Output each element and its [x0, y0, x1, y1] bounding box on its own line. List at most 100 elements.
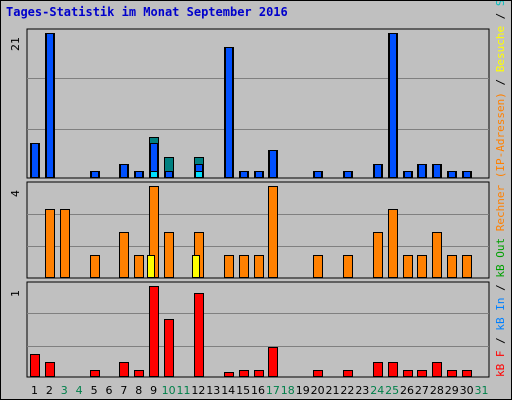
bar-dateien-day-7: [120, 164, 128, 178]
x-tick-24: 24: [370, 384, 384, 397]
chart-title: Tages-Statistik im Monat September 2016: [6, 5, 288, 19]
bar-rechner-ip-adressen--day-5: [90, 255, 100, 278]
x-tick-5: 5: [91, 384, 98, 397]
bar-dateien-day-16: [255, 171, 263, 178]
bar-rechner-ip-adressen--day-16: [254, 255, 264, 278]
x-tick-8: 8: [135, 384, 142, 397]
bar-rechner-ip-adressen--day-8: [134, 255, 144, 278]
bar-rechner-ip-adressen--day-26: [403, 255, 413, 278]
bar-dateien-day-24: [374, 164, 382, 178]
panel-3: 1: [9, 281, 490, 378]
bar-rechner-ip-adressen--day-10: [164, 232, 174, 278]
panel-border: [26, 28, 490, 179]
bar-dateien-day-22: [344, 171, 352, 178]
bar-kb-f-day-7: [119, 362, 129, 377]
bar-rechner-ip-adressen--day-14: [224, 255, 234, 278]
bar-rechner-ip-adressen--day-27: [417, 255, 427, 278]
bar-rechner-ip-adressen--day-24: [373, 232, 383, 278]
bar-kb-f-day-2: [45, 362, 55, 377]
x-tick-15: 15: [236, 384, 250, 397]
y-max-label: 1: [9, 290, 22, 297]
x-tick-26: 26: [400, 384, 414, 397]
bar-kb-f-day-8: [134, 370, 144, 377]
legend: kB F / kB In / kB Out Rechner (IP-Adress…: [494, 1, 507, 377]
x-tick-2: 2: [46, 384, 53, 397]
bar-rechner-ip-adressen--day-15: [239, 255, 249, 278]
x-tick-4: 4: [76, 384, 83, 397]
bar-rechner-ip-adressen--day-20: [313, 255, 323, 278]
x-tick-1: 1: [31, 384, 38, 397]
bar-rechner-ip-adressen--day-17: [268, 186, 278, 278]
bar-dateien-day-8: [135, 171, 143, 178]
x-tick-30: 30: [460, 384, 474, 397]
bar-seiten-day-12: [195, 171, 203, 178]
legend-item-1: /: [494, 331, 507, 351]
bar-kb-f-day-1: [30, 354, 40, 377]
bar-kb-f-day-28: [432, 362, 442, 377]
x-tick-19: 19: [296, 384, 310, 397]
bar-dateien-day-30: [463, 171, 471, 178]
bar-dateien-day-2: [46, 33, 54, 178]
bar-dateien-day-17: [269, 150, 277, 178]
x-tick-21: 21: [326, 384, 340, 397]
bar-dateien-day-10: [165, 171, 173, 178]
bar-rechner-ip-adressen--day-2: [45, 209, 55, 278]
legend-item-6: Rechner (IP-Adressen): [494, 92, 507, 231]
bar-kb-f-day-5: [90, 370, 100, 377]
bar-dateien-day-20: [314, 171, 322, 178]
x-tick-6: 6: [105, 384, 112, 397]
bar-rechner-ip-adressen--day-29: [447, 255, 457, 278]
x-tick-16: 16: [251, 384, 265, 397]
bar-kb-f-day-10: [164, 319, 174, 377]
bar-kb-f-day-17: [268, 347, 278, 377]
x-tick-labels: 1 2 3 4 5 6 7 8 9 10 11 12 13 14 15 16 17 18 19 20 21 22 23 24 2…: [31, 384, 489, 397]
bar-rechner-ip-adressen--day-30: [462, 255, 472, 278]
bar-kb-f-day-26: [403, 370, 413, 377]
bar-rechner-ip-adressen--day-25: [388, 209, 398, 278]
bar-kb-f-day-12: [194, 293, 204, 377]
x-tick-23: 23: [355, 384, 369, 397]
y-max-label: 4: [9, 190, 22, 197]
bar-dateien-day-27: [418, 164, 426, 178]
bar-rechner-ip-adressen--day-7: [119, 232, 129, 278]
panel-border: [26, 281, 490, 378]
bar-kb-f-day-25: [388, 362, 398, 377]
legend-item-5: [494, 231, 507, 238]
x-tick-14: 14: [221, 384, 235, 397]
bar-dateien-day-1: [31, 143, 39, 178]
bar-kb-f-day-9: [149, 286, 159, 377]
x-tick-10: 10: [162, 384, 176, 397]
bar-kb-f-day-29: [447, 370, 457, 377]
chart-panels: 21 4 1: [9, 28, 490, 378]
legend-text: kB F / kB In / kB Out Rechner (IP-Adress…: [494, 1, 507, 377]
bar-dateien-day-5: [91, 171, 99, 178]
legend-item-8: Besuche: [494, 26, 507, 72]
bar-dateien-day-29: [448, 171, 456, 178]
legend-item-7: /: [494, 72, 507, 92]
bar-kb-f-day-30: [462, 370, 472, 377]
x-tick-31: 31: [475, 384, 489, 397]
bar-besuche-day-12: [192, 255, 200, 278]
bar-dateien-day-25: [389, 33, 397, 178]
x-tick-9: 9: [150, 384, 157, 397]
legend-item-4: kB Out: [494, 238, 507, 278]
legend-item-2: kB In: [494, 298, 507, 331]
x-tick-27: 27: [415, 384, 429, 397]
bar-besuche-day-9: [147, 255, 155, 278]
x-tick-11: 11: [176, 384, 190, 397]
panel-1: 21: [9, 28, 490, 179]
bar-dateien-day-15: [240, 171, 248, 178]
bar-kb-f-day-15: [239, 370, 249, 377]
x-tick-22: 22: [340, 384, 354, 397]
bar-dateien-day-26: [404, 171, 412, 178]
x-tick-25: 25: [385, 384, 399, 397]
x-tick-17: 17: [266, 384, 280, 397]
bar-kb-f-day-16: [254, 370, 264, 377]
bar-seiten-day-9: [150, 171, 158, 178]
bar-rechner-ip-adressen--day-22: [343, 255, 353, 278]
x-tick-13: 13: [206, 384, 220, 397]
x-tick-3: 3: [61, 384, 68, 397]
bar-dateien-day-14: [225, 47, 233, 178]
bar-kb-f-day-27: [417, 370, 427, 377]
